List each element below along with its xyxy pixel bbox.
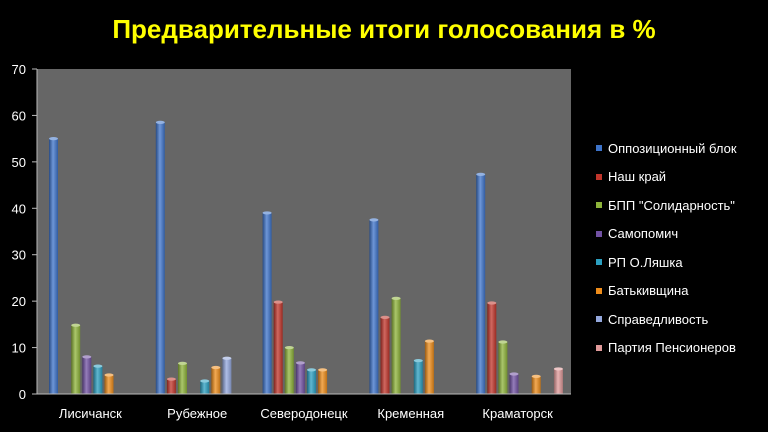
x-tick-label: Северодонецк	[260, 406, 347, 421]
y-tick-label: 10	[12, 341, 26, 356]
bar	[391, 298, 401, 394]
bar-cap	[498, 340, 508, 344]
y-tick-label: 20	[12, 294, 26, 309]
bar	[424, 341, 434, 394]
bar	[318, 369, 328, 394]
bar	[531, 376, 541, 394]
bar	[49, 138, 58, 394]
bar-cap	[307, 368, 316, 372]
legend-item: БПП "Солидарность"	[596, 191, 737, 220]
legend-swatch	[596, 344, 602, 351]
legend-swatch	[596, 202, 602, 209]
legend-item: РП О.Ляшка	[596, 248, 737, 277]
bar	[200, 381, 210, 394]
bar-cap	[509, 372, 519, 376]
legend-swatch	[596, 287, 602, 294]
bar	[262, 212, 272, 394]
x-tick-label: Рубежное	[167, 406, 227, 421]
bar	[380, 317, 390, 394]
bar	[498, 342, 508, 394]
bar-cap	[71, 323, 81, 327]
y-tick-label: 0	[19, 387, 26, 402]
legend-swatch	[596, 230, 602, 237]
x-tick-label: Краматорск	[482, 406, 553, 421]
bar-cap	[178, 361, 187, 365]
bar	[166, 379, 176, 394]
bar	[104, 374, 114, 394]
legend-item: Оппозиционный блок	[596, 134, 737, 163]
legend-swatch	[596, 173, 602, 180]
bar	[93, 366, 103, 394]
bar-cap	[487, 301, 497, 305]
bar	[413, 360, 423, 394]
bar-cap	[93, 364, 103, 368]
bar	[553, 368, 563, 394]
bar	[211, 367, 221, 394]
bar-cap	[369, 218, 379, 222]
legend-label: Самопомич	[608, 226, 679, 242]
legend-label: Партия Пенсионеров	[608, 340, 736, 356]
legend-label: РП О.Ляшка	[608, 254, 683, 270]
y-tick-label: 70	[12, 62, 26, 77]
bar-cap	[531, 374, 541, 378]
legend-swatch	[596, 316, 602, 323]
legend-label: Батькивщина	[608, 283, 689, 299]
x-tick-label: Кременная	[377, 406, 444, 421]
bar-cap	[318, 368, 328, 372]
legend-item: Самопомич	[596, 220, 737, 249]
bar-cap	[200, 379, 210, 383]
bar-cap	[222, 356, 232, 360]
legend-swatch	[596, 145, 602, 152]
bar	[369, 219, 379, 394]
bar-cap	[295, 361, 305, 365]
chart-title: Предварительные итоги голосования в %	[112, 14, 656, 44]
bar	[476, 174, 486, 394]
y-tick-label: 30	[12, 248, 26, 263]
bar	[71, 325, 81, 394]
bar-cap	[413, 358, 423, 363]
bar-cap	[284, 345, 294, 350]
bar	[222, 358, 232, 394]
bar	[307, 369, 316, 394]
bar-cap	[476, 172, 486, 176]
bar	[487, 303, 497, 394]
bar-cap	[211, 365, 221, 370]
bar-cap	[82, 355, 92, 359]
bar	[273, 302, 283, 394]
bar	[82, 356, 92, 394]
legend: Оппозиционный блок Наш край БПП "Солидарно…	[596, 134, 737, 362]
bar-cap	[262, 211, 272, 215]
bar	[509, 374, 519, 394]
y-tick-label: 60	[12, 108, 26, 123]
legend-label: Справедливость	[608, 311, 709, 327]
legend-item: Наш край	[596, 163, 737, 192]
bar	[155, 122, 165, 395]
bar	[295, 362, 305, 394]
legend-label: Наш край	[608, 169, 667, 185]
bar-cap	[104, 373, 114, 377]
bar-cap	[391, 296, 401, 300]
bar-cap	[424, 339, 434, 343]
legend-item: Справедливость	[596, 305, 737, 334]
bar	[178, 363, 187, 394]
y-tick-label: 50	[12, 155, 26, 170]
y-tick-label: 40	[12, 201, 26, 216]
legend-label: Оппозиционный блок	[608, 140, 737, 156]
bar-cap	[49, 137, 58, 141]
bar-cap	[273, 300, 283, 304]
x-tick-label: Лисичанск	[59, 406, 122, 421]
legend-item: Партия Пенсионеров	[596, 334, 737, 363]
legend-label: БПП "Солидарность"	[608, 197, 735, 213]
bar-cap	[166, 377, 176, 381]
bar	[284, 347, 294, 394]
bar-cap	[380, 315, 390, 319]
legend-item: Батькивщина	[596, 277, 737, 306]
bar-cap	[155, 120, 165, 124]
legend-swatch	[596, 259, 602, 266]
bar-cap	[553, 367, 563, 371]
